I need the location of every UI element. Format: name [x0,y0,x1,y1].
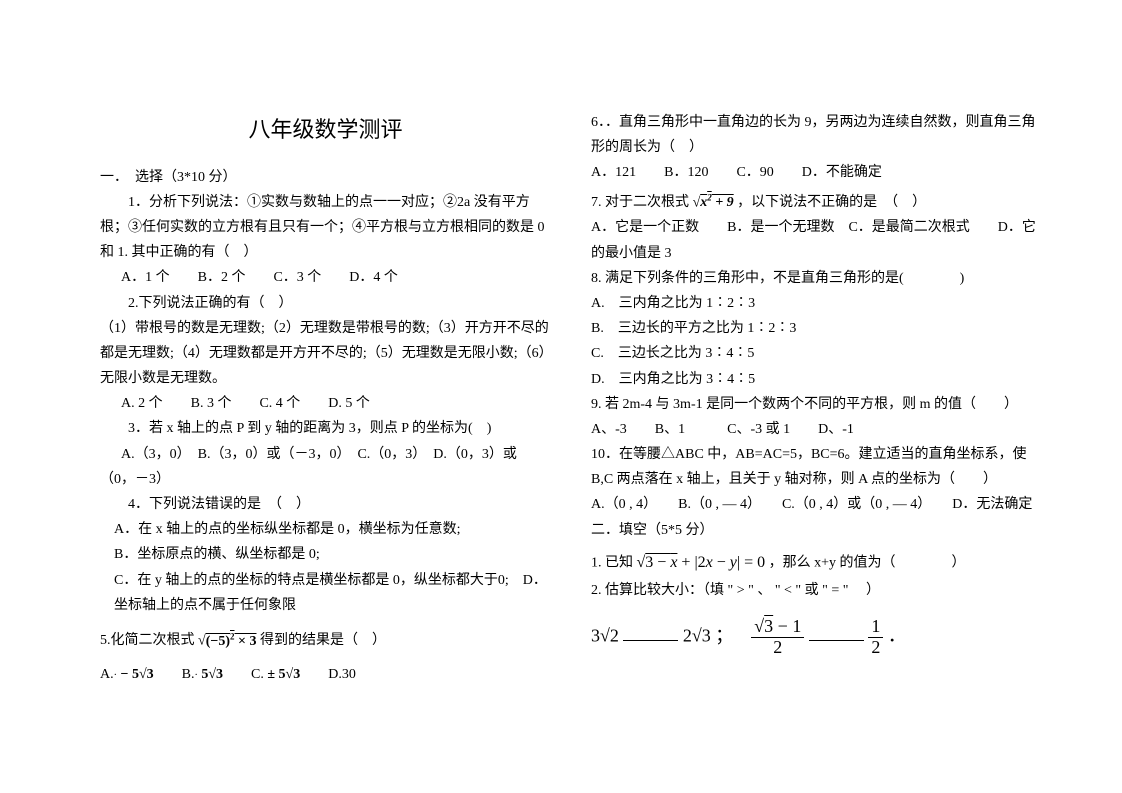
option-c-math: ± 5√3 [267,667,300,682]
option-b-math: 5√3 [201,667,223,682]
question-5-pre: 5.化简二次根式 [100,633,195,648]
question-2-options: A. 2 个 B. 3 个 C. 4 个 D. 5 个 [100,391,551,416]
question-5-options: A.· − 5√3 B.· 5√3 C. ± 5√3 D.30 [100,662,551,687]
semicolon: ； [715,625,733,645]
question-8-option-b: B. 三边长的平方之比为 1∶2∶3 [591,316,1042,341]
fill-q1-pre: 1. 已知 [591,555,633,570]
question-7-post: ，以下说法不正确的是 （ ） [737,195,926,210]
expr-frac-sqrt3minus1-over-2: √3 − 12 [751,617,804,658]
question-7: 7. 对于二次根式 √x2 + 9 ，以下说法不正确的是 （ ） [591,190,1042,216]
section-1-heading: 一． 选择（3*10 分） [100,165,551,190]
question-4-option-a: A．在 x 轴上的点的坐标纵坐标都是 0，横坐标为任意数; [114,517,551,542]
section-2-heading: 二．填空（5*5 分） [591,518,1042,543]
question-8-option-a: A. 三内角之比为 1∶2∶3 [591,291,1042,316]
question-1: 1．分析下列说法：①实数与数轴上的点一一对应；②2a 没有平方根；③任何实数的… [100,190,551,266]
option-a-label: A. [100,667,114,682]
question-5-radical: √(−5)2 × 3 [198,628,256,654]
page: 八年级数学测评 一． 选择（3*10 分） 1．分析下列说法：①实数与数轴上的点… [0,0,1122,793]
blank-1 [623,622,678,641]
question-3-options: A.（3，0） B.（3，0）或（－3，0） C.（0，3） D.（0，3）或（… [100,442,551,492]
expr-3sqrt2: 3√2 [591,625,619,645]
question-4-option-cd: C．在 y 轴上的点的坐标的特点是横坐标都是 0，纵坐标都大于0; D．坐标轴上… [114,568,551,618]
question-2-body: （1）带根号的数是无理数;（2）无理数是带根号的数;（3）开方开不尽的都是无理数… [100,316,551,392]
fill-question-2-comparisons: 3√2 2√3 ； √3 − 12 12 ． [591,617,1042,658]
option-a-math: − 5√3 [120,667,153,682]
option-b-label: B. [182,667,195,682]
expr-frac-1-over-2: 12 [868,617,883,658]
question-3: 3．若 x 轴上的点 P 到 y 轴的距离为 3，则点 P 的坐标为( ) [100,416,551,441]
question-7-radical: √x2 + 9 [693,190,734,216]
fill-question-1: 1. 已知 √3 − x + |2x − y| = 0 ，那么 x+y 的值为（… [591,549,1042,578]
question-6-options: A．121 B．120 C．90 D．不能确定 [591,160,1042,185]
period: ． [888,625,906,645]
question-4-option-b: B．坐标原点的横、纵坐标都是 0; [114,542,551,567]
question-2: 2.下列说法正确的有（ ） [100,291,551,316]
question-5-post: 得到的结果是（ ） [260,633,386,648]
option-d-label: D.30 [328,667,356,682]
question-6: 6．．直角三角形中一直角边的长为 9，另两边为连续自然数，则直角三角形的周长为（… [591,110,1042,160]
question-5: 5.化简二次根式 √(−5)2 × 3 得到的结果是（ ） [100,628,551,654]
option-c-label: C. [251,667,264,682]
question-9: 9. 若 2m-4 与 3m-1 是同一个数两个不同的平方根，则 m 的值（ ） [591,392,1042,417]
blank-2 [809,622,864,641]
question-7-pre: 7. 对于二次根式 [591,195,689,210]
question-10-options: A.（0 , 4） B.（0 , — 4） C.（0 , 4）或（0 , — 4… [591,492,1042,517]
question-7-options: A．它是一个正数 B．是一个无理数 C．是最简二次根式 D．它的最小值是 3 [591,215,1042,265]
question-8-option-d: D. 三内角之比为 3∶4∶5 [591,367,1042,392]
fill-question-2: 2. 估算比较大小：（填 " > " 、 " < " 或 " = " ） [591,578,1042,603]
expr-2sqrt3: 2√3 [683,625,711,645]
question-4: 4．下列说法错误的是 （ ） [100,492,551,517]
question-8-option-c: C. 三边长之比为 3∶4∶5 [591,341,1042,366]
fill-q1-post: ，那么 x+y 的值为（ ） [769,555,966,570]
question-8: 8. 满足下列条件的三角形中，不是直角三角形的是( ) [591,266,1042,291]
question-1-options: A．1 个 B．2 个 C．3 个 D．4 个 [100,265,551,290]
question-10: 10．在等腰△ABC 中，AB=AC=5，BC=6。建立适当的直角坐标系，使 B… [591,442,1042,492]
question-9-options: A、-3 B、1 C、-3 或 1 D、-1 [591,417,1042,442]
document-title: 八年级数学测评 [100,110,551,150]
fill-q1-expression: √3 − x + |2x − y| = 0 [637,549,766,578]
